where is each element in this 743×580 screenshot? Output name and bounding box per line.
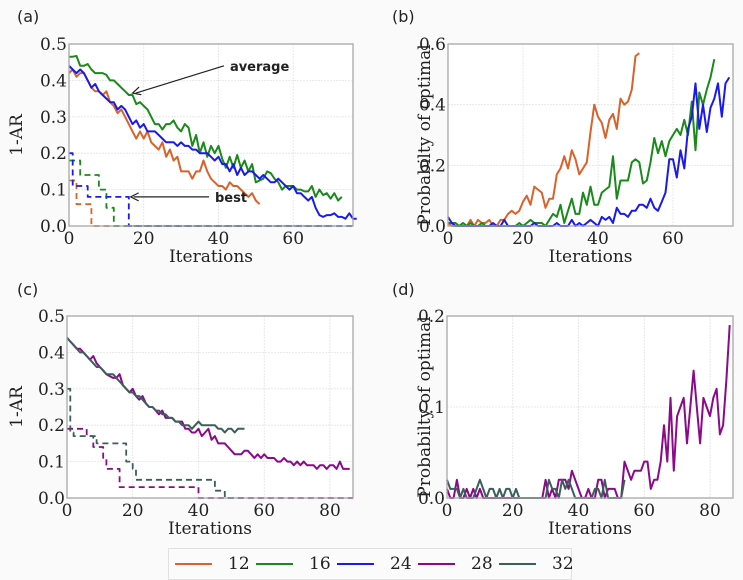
panel-d-xtick-label: 40 [568, 501, 590, 521]
panel-b-panel-label: (b) [392, 7, 415, 26]
panel-d-ylabel: Probabilty of optimal [415, 316, 435, 497]
legend-label: 12 [228, 554, 250, 574]
panel-b-series-12-solid-line [447, 52, 640, 227]
panel-a-axes-frame [68, 43, 354, 227]
legend-item-12: 12 [175, 554, 250, 574]
panel-c-ytick-label: 0.3 [38, 380, 65, 400]
panel-c-xtick-label: 60 [253, 501, 275, 521]
panel-a-ytick-label: 0.0 [40, 217, 67, 237]
panel-b-series-24-solid-line [447, 76, 731, 227]
panel-a-ylabel: 1-AR [7, 113, 27, 156]
panel-c-ytick-label: 0.5 [38, 307, 65, 327]
panel-d-ytick-label: 0.2 [418, 307, 445, 327]
legend-swatch-16 [256, 563, 293, 565]
panel-c-ytick-label: 0.2 [38, 416, 65, 436]
panel-b-ytick-label: 0.2 [419, 156, 446, 176]
panel-a-annotation-arrowhead-average [131, 86, 142, 96]
panel-c-series-32-solid-line [66, 337, 245, 434]
panel-c-xtick-label: 40 [188, 501, 210, 521]
legend-swatch-32 [499, 563, 536, 565]
panel-a-xtick-label: 0 [64, 229, 75, 249]
legend-label: 16 [309, 554, 331, 574]
panel-b-xtick-label: 60 [662, 229, 684, 249]
panel-d-axes-frame [446, 315, 734, 499]
panel-a-xlabel: Iterations [169, 247, 253, 267]
panel-d-ytick-label: 0.0 [418, 489, 445, 509]
panel-c-series-32-dashed-line [67, 387, 245, 499]
panel-a-annotation-arrow-average [135, 65, 225, 94]
panel-c-ylabel: 1-AR [7, 385, 27, 428]
panel-a-xtick-label: 40 [208, 229, 230, 249]
panel-b-xtick-label: 20 [512, 229, 534, 249]
panel-a-xtick-label: 60 [282, 229, 304, 249]
panel-b-ytick-label: 0.0 [419, 217, 446, 237]
panel-d-xtick-label: 0 [442, 501, 453, 521]
panel-a-ytick-label: 0.1 [40, 181, 67, 201]
legend-item-28: 28 [418, 554, 493, 574]
panel-c-ytick-label: 0.1 [38, 453, 65, 473]
panel-a-series-24-solid-line [68, 65, 357, 220]
panel-d: 0 20 40 60 80 0.0 0.1 0.2 Iterations Probabilty o… [392, 280, 734, 539]
panel-b-axes-frame [447, 43, 734, 227]
panel-c-xtick-label: 20 [122, 501, 144, 521]
panel-c-series-28-solid-line [66, 337, 350, 470]
legend-swatch-24 [337, 563, 374, 565]
legend: 12 16 24 28 32 [168, 548, 574, 580]
panel-b-ytick-label: 0.6 [419, 35, 446, 55]
panel-c-panel-label: (c) [17, 280, 38, 299]
panel-d-xlabel: Iterations [548, 519, 632, 539]
panel-a-ytick-label: 0.4 [40, 71, 67, 91]
panel-b-xtick-label: 0 [443, 229, 454, 249]
panel-b-ylabel: Probabilty of optimal [415, 44, 435, 225]
panel-a: 0 20 40 60 0.0 0.1 0.2 0.3 0.4 0.5 Iterations 1-AR (… [7, 7, 357, 267]
panel-b-xlabel: Iterations [548, 247, 632, 267]
panel-d-xtick-label: 20 [502, 501, 524, 521]
panel-c-series-28-dashed-line [67, 427, 353, 499]
panel-a-annotation-average: average [230, 60, 290, 75]
legend-swatch-28 [418, 563, 455, 565]
panel-a-xtick-label: 20 [133, 229, 155, 249]
panel-c-xtick-label: 80 [319, 501, 341, 521]
panel-a-annotation-best: best [215, 191, 247, 206]
panel-c-xlabel: Iterations [168, 519, 252, 539]
panel-c-axes-frame [66, 315, 354, 499]
panel-b-ytick-label: 0.4 [419, 96, 446, 116]
panel-d-xtick-label: 60 [633, 501, 655, 521]
panel-d-xtick-label: 80 [699, 501, 721, 521]
panel-a-plot-area [69, 44, 353, 226]
panel-a-ytick-label: 0.2 [40, 144, 67, 164]
legend-item-16: 16 [256, 554, 331, 574]
panel-d-panel-label: (d) [392, 280, 415, 299]
panel-c-xtick-label: 0 [62, 501, 73, 521]
panel-a-series-16-solid-line [69, 55, 343, 202]
legend-item-24: 24 [337, 554, 412, 574]
legend-label: 24 [390, 554, 412, 574]
legend-item-32: 32 [499, 554, 574, 574]
panel-c: 0 20 40 60 80 0.0 0.1 0.2 0.3 0.4 0.5 Iterations 1-A… [7, 280, 354, 539]
panel-a-series-24-dashed-line [69, 152, 353, 227]
panel-a-panel-label: (a) [17, 7, 39, 26]
panel-c-ytick-label: 0.0 [38, 489, 65, 509]
panel-d-ytick-label: 0.1 [418, 398, 445, 418]
legend-label: 32 [552, 554, 574, 574]
panel-a-annotation-arrowhead-best [129, 192, 139, 202]
panel-c-plot-area [67, 316, 353, 498]
panel-c-ytick-label: 0.4 [38, 343, 65, 363]
panel-a-ytick-label: 0.5 [40, 35, 67, 55]
panel-b-xtick-label: 40 [587, 229, 609, 249]
panel-a-ytick-label: 0.3 [40, 108, 67, 128]
legend-label: 28 [471, 554, 493, 574]
legend-swatch-12 [175, 563, 212, 565]
panel-a-series-16-dashed-line [69, 159, 335, 227]
panel-b: 0 20 40 60 0.0 0.2 0.4 0.6 Iterations Probabilty … [392, 7, 734, 267]
